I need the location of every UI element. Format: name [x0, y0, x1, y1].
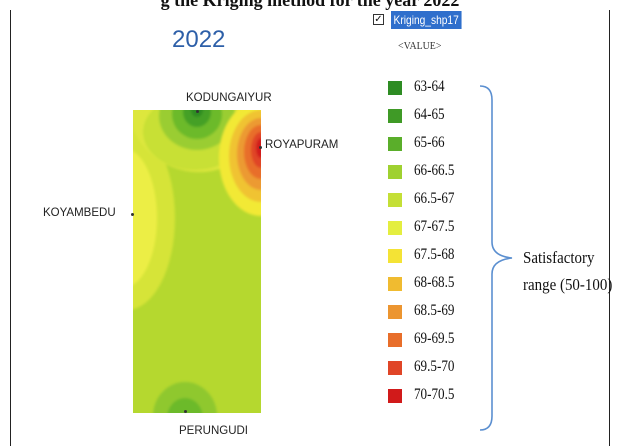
legend-label: 70-70.5: [414, 386, 455, 403]
place-label-perungudi: PERUNGUDI: [179, 425, 249, 437]
perungudi-point: [184, 410, 187, 413]
royapuram-point: [259, 146, 262, 149]
legend-label: 66.5-67: [414, 190, 455, 207]
legend-swatch: [388, 193, 402, 207]
satisfactory-range-annotation: Satisfactory range (50-100): [523, 244, 612, 298]
kriging-map: [133, 110, 261, 413]
legend-swatch: [388, 305, 402, 319]
legend-label: 67-67.5: [414, 218, 455, 235]
annotation-line-1: Satisfactory: [523, 248, 595, 267]
contour-south-2: [167, 398, 203, 413]
field-label: <VALUE>: [398, 40, 442, 52]
koyambedu-point: [131, 213, 134, 216]
legend-label: 69-69.5: [414, 330, 455, 347]
figure-frame: [10, 10, 610, 446]
legend-swatch: [388, 109, 402, 123]
legend-swatch: [388, 221, 402, 235]
figure-caption: g the Kriging method for the year 2022: [160, 0, 460, 10]
legend-swatch: [388, 165, 402, 179]
legend-label: 64-65: [414, 106, 445, 123]
legend-label: 68-68.5: [414, 274, 455, 291]
legend-swatch: [388, 389, 402, 403]
kriging-surface: [133, 110, 261, 413]
legend-label: 66-66.5: [414, 162, 455, 179]
legend-swatch: [388, 81, 402, 95]
legend-label: 67.5-68: [414, 246, 455, 263]
place-label-royapuram: ROYAPURAM: [265, 139, 339, 151]
contour-green-4: [191, 110, 203, 117]
legend-label: 63-64: [414, 78, 445, 95]
contour-green-3: [183, 110, 211, 127]
legend-swatch: [388, 249, 402, 263]
contour-south-1: [153, 382, 217, 413]
layer-visibility-checkbox[interactable]: ✓: [373, 14, 384, 25]
legend-label: 69.5-70: [414, 358, 455, 375]
annotation-line-2: range (50-100): [523, 275, 613, 294]
legend-swatch: [388, 333, 402, 347]
legend-swatch: [388, 277, 402, 291]
legend-swatch: [388, 137, 402, 151]
place-label-koyambedu: KOYAMBEDU: [43, 207, 116, 219]
contour-high-6: [256, 138, 261, 158]
kodungaiyur-point: [196, 110, 199, 113]
year-label: 2022: [172, 26, 226, 53]
place-label-kodungaiyur: KODUNGAIYUR: [186, 92, 272, 104]
contour-west-inner: [133, 151, 157, 285]
range-brace: [479, 85, 513, 431]
legend-label: 68.5-69: [414, 302, 455, 319]
contour-bands: [133, 110, 261, 413]
legend-label: 65-66: [414, 134, 445, 151]
legend-swatch: [388, 361, 402, 375]
layer-name[interactable]: Kriging_shp17: [391, 11, 462, 29]
